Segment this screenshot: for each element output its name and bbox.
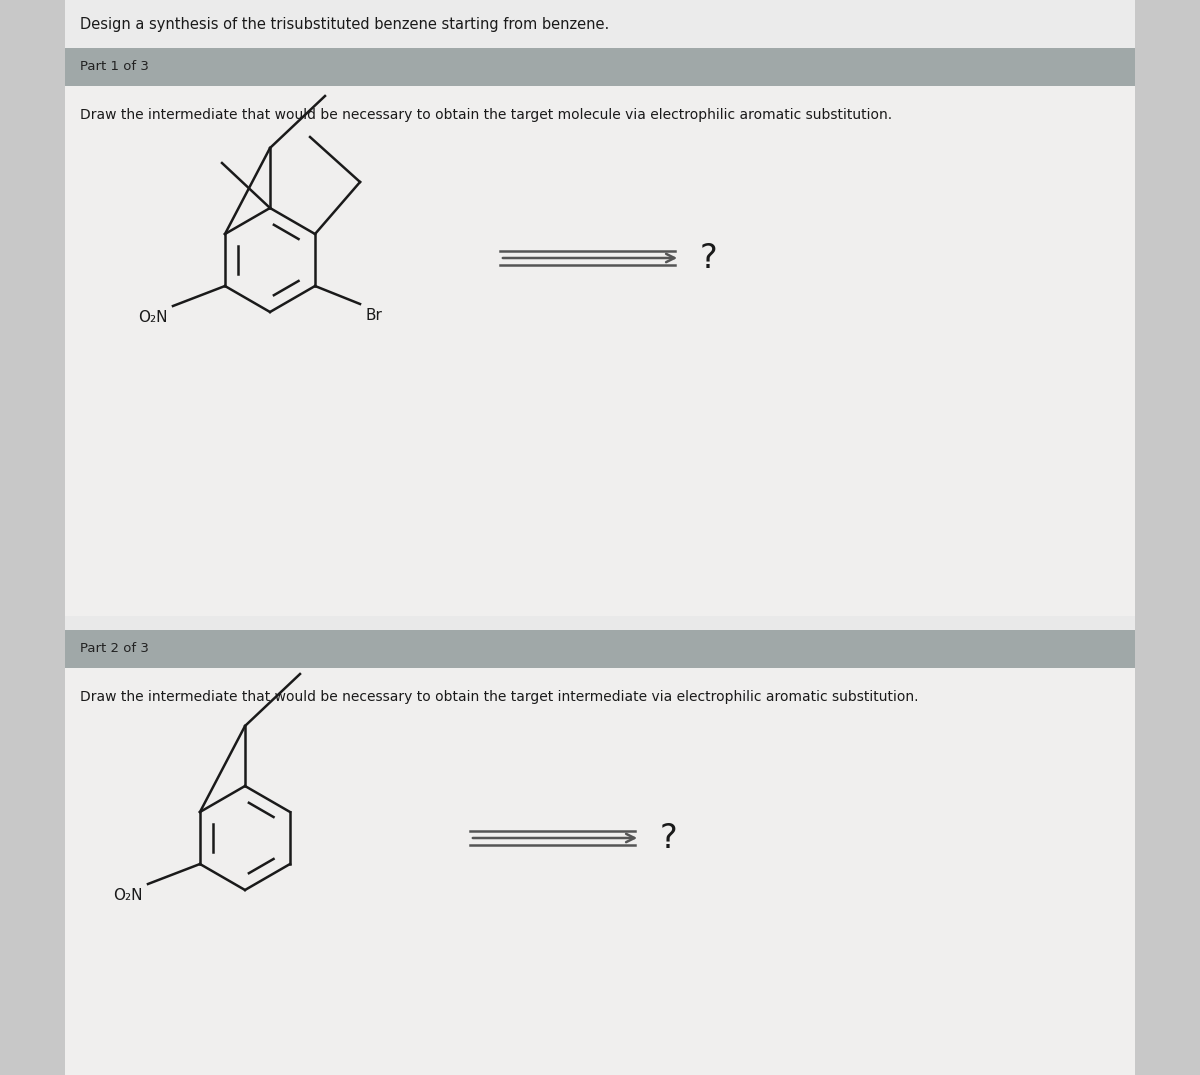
Text: Draw the intermediate that would be necessary to obtain the target molecule via : Draw the intermediate that would be nece… — [80, 108, 892, 121]
Text: ?: ? — [660, 821, 678, 855]
Text: Part 1 of 3: Part 1 of 3 — [80, 60, 149, 73]
Text: Design a synthesis of the trisubstituted benzene starting from benzene.: Design a synthesis of the trisubstituted… — [80, 16, 610, 31]
Text: ?: ? — [700, 242, 718, 274]
Text: Draw the intermediate that would be necessary to obtain the target intermediate : Draw the intermediate that would be nece… — [80, 690, 918, 704]
Text: O₂N: O₂N — [138, 310, 168, 325]
Bar — [65, 630, 1135, 668]
Text: Br: Br — [365, 309, 382, 322]
Text: Part 2 of 3: Part 2 of 3 — [80, 643, 149, 656]
Bar — [65, 86, 1135, 616]
Bar — [65, 0, 1135, 48]
Bar — [65, 668, 1135, 1075]
Text: O₂N: O₂N — [114, 888, 143, 903]
Bar — [65, 48, 1135, 86]
Bar — [65, 0, 1135, 1075]
